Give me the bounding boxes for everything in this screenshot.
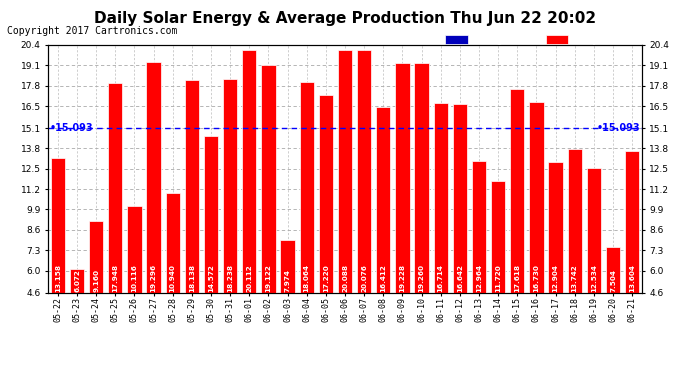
Bar <box>472 162 486 292</box>
Bar <box>89 221 104 292</box>
Text: 16.412: 16.412 <box>380 264 386 292</box>
Text: 12.534: 12.534 <box>591 264 597 292</box>
Text: 18.064: 18.064 <box>304 264 310 292</box>
Text: 17.618: 17.618 <box>514 264 520 292</box>
Text: 10.116: 10.116 <box>131 264 137 292</box>
Text: 18.138: 18.138 <box>189 264 195 292</box>
Bar <box>376 108 391 292</box>
Bar <box>338 50 352 292</box>
Bar <box>127 206 141 292</box>
Bar <box>491 181 505 292</box>
Text: •15.093: •15.093 <box>50 123 93 133</box>
Bar <box>510 88 524 292</box>
Text: 19.228: 19.228 <box>400 264 406 292</box>
Bar <box>625 152 640 292</box>
Text: 7.974: 7.974 <box>284 269 290 292</box>
Text: 16.714: 16.714 <box>437 264 444 292</box>
Text: 12.964: 12.964 <box>476 264 482 292</box>
Text: 17.220: 17.220 <box>323 264 329 292</box>
Bar <box>357 50 371 292</box>
Bar <box>223 79 237 292</box>
Text: 16.730: 16.730 <box>533 264 540 292</box>
Bar <box>606 247 620 292</box>
Text: 12.904: 12.904 <box>553 264 559 292</box>
Text: Copyright 2017 Cartronics.com: Copyright 2017 Cartronics.com <box>7 26 177 36</box>
Bar <box>453 104 467 292</box>
Bar <box>204 136 218 292</box>
Bar <box>299 82 314 292</box>
Text: 7.504: 7.504 <box>610 269 616 292</box>
Bar <box>549 162 563 292</box>
Bar <box>395 63 410 292</box>
Text: 19.122: 19.122 <box>266 264 271 292</box>
Text: 10.940: 10.940 <box>170 264 176 292</box>
Text: •15.093: •15.093 <box>597 123 640 133</box>
Text: 11.720: 11.720 <box>495 264 501 292</box>
Bar <box>319 95 333 292</box>
Bar <box>415 63 428 292</box>
Bar <box>529 102 544 292</box>
Bar <box>70 270 84 292</box>
Text: 6.072: 6.072 <box>74 269 80 292</box>
Bar <box>433 103 448 292</box>
Text: 19.296: 19.296 <box>150 264 157 292</box>
Text: 16.642: 16.642 <box>457 264 463 292</box>
Text: 9.160: 9.160 <box>93 269 99 292</box>
Text: 20.076: 20.076 <box>361 264 367 292</box>
Text: 18.238: 18.238 <box>227 264 233 292</box>
Text: 14.572: 14.572 <box>208 264 214 292</box>
Text: 13.604: 13.604 <box>629 264 635 292</box>
Bar <box>242 50 257 292</box>
Bar <box>280 240 295 292</box>
Text: 13.158: 13.158 <box>55 264 61 292</box>
Bar <box>586 168 601 292</box>
Text: Daily Solar Energy & Average Production Thu Jun 22 20:02: Daily Solar Energy & Average Production … <box>94 11 596 26</box>
Bar <box>146 62 161 292</box>
Bar <box>50 159 65 292</box>
Bar <box>262 65 275 292</box>
Bar <box>166 193 180 292</box>
Text: 19.260: 19.260 <box>419 264 424 292</box>
Bar <box>108 83 123 292</box>
Legend: Average  (kWh), Daily  (kWh): Average (kWh), Daily (kWh) <box>443 33 637 47</box>
Text: 17.948: 17.948 <box>112 264 118 292</box>
Text: 13.742: 13.742 <box>572 264 578 292</box>
Text: 20.088: 20.088 <box>342 264 348 292</box>
Text: 20.112: 20.112 <box>246 264 253 292</box>
Bar <box>568 149 582 292</box>
Bar <box>185 80 199 292</box>
